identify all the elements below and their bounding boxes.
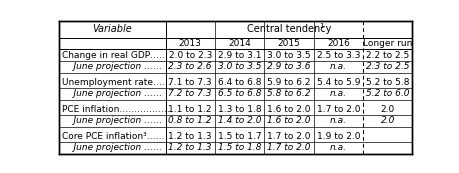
Text: 2.2 to 2.5: 2.2 to 2.5	[366, 51, 409, 60]
Text: 6.4 to 6.8: 6.4 to 6.8	[218, 78, 261, 87]
Text: 2.0: 2.0	[381, 105, 395, 114]
Text: June projection ……: June projection ……	[62, 143, 162, 152]
Text: 2.3 to 2.6: 2.3 to 2.6	[168, 62, 212, 71]
Text: 1.2 to 1.3: 1.2 to 1.3	[168, 143, 212, 152]
Text: 2.0 to 2.3: 2.0 to 2.3	[168, 51, 212, 60]
Text: 1.7 to 2.0: 1.7 to 2.0	[267, 143, 311, 152]
Text: 5.4 to 5.9: 5.4 to 5.9	[317, 78, 360, 87]
Text: Variable: Variable	[92, 24, 132, 34]
Text: June projection ……: June projection ……	[62, 116, 162, 125]
Text: 1.5 to 1.7: 1.5 to 1.7	[218, 132, 261, 141]
Text: 2.9 to 3.1: 2.9 to 3.1	[218, 51, 261, 60]
Text: 1.3 to 1.8: 1.3 to 1.8	[218, 105, 261, 114]
Text: Change in real GDP……: Change in real GDP……	[62, 51, 168, 60]
Text: n.a.: n.a.	[330, 62, 347, 71]
Text: June projection ……: June projection ……	[62, 89, 162, 98]
Text: 1.1 to 1.2: 1.1 to 1.2	[168, 105, 212, 114]
Text: 6.5 to 6.8: 6.5 to 6.8	[218, 89, 261, 98]
Text: Unemployment rate……: Unemployment rate……	[62, 78, 171, 87]
Text: 5.8 to 6.2: 5.8 to 6.2	[267, 89, 311, 98]
Text: 2015: 2015	[278, 39, 300, 48]
Text: 2.5 to 3.3: 2.5 to 3.3	[317, 51, 360, 60]
Text: 1.4 to 2.0: 1.4 to 2.0	[218, 116, 261, 125]
Text: 2.3 to 2.5: 2.3 to 2.5	[366, 62, 409, 71]
Text: 1.9 to 2.0: 1.9 to 2.0	[317, 132, 360, 141]
Text: 7.1 to 7.3: 7.1 to 7.3	[168, 78, 212, 87]
Text: n.a.: n.a.	[330, 116, 347, 125]
Text: 1.7 to 2.0: 1.7 to 2.0	[267, 132, 311, 141]
Text: n.a.: n.a.	[330, 89, 347, 98]
Text: 7.2 to 7.3: 7.2 to 7.3	[168, 89, 212, 98]
Text: PCE inflation………………: PCE inflation………………	[62, 105, 173, 114]
Text: 1.2 to 1.3: 1.2 to 1.3	[168, 132, 212, 141]
Text: 1.5 to 1.8: 1.5 to 1.8	[218, 143, 261, 152]
Text: 0.8 to 1.2: 0.8 to 1.2	[168, 116, 212, 125]
Text: 2013: 2013	[179, 39, 202, 48]
Text: 1.7 to 2.0: 1.7 to 2.0	[317, 105, 360, 114]
Text: Core PCE inflation³……: Core PCE inflation³……	[62, 132, 164, 141]
Text: 2014: 2014	[228, 39, 251, 48]
Text: 5.2 to 5.8: 5.2 to 5.8	[366, 78, 409, 87]
Text: 5.2 to 6.0: 5.2 to 6.0	[366, 89, 409, 98]
Text: Central tendency: Central tendency	[247, 24, 331, 34]
Text: June projection ……: June projection ……	[62, 62, 162, 71]
Text: 2.9 to 3.6: 2.9 to 3.6	[267, 62, 311, 71]
Text: n.a.: n.a.	[330, 143, 347, 152]
Text: 2016: 2016	[327, 39, 350, 48]
Text: 5.9 to 6.2: 5.9 to 6.2	[267, 78, 311, 87]
Text: 3.0 to 3.5: 3.0 to 3.5	[267, 51, 311, 60]
Text: 2.0: 2.0	[381, 116, 395, 125]
Text: 1.6 to 2.0: 1.6 to 2.0	[267, 105, 311, 114]
Text: 3.0 to 3.5: 3.0 to 3.5	[218, 62, 261, 71]
Text: Longer run: Longer run	[363, 39, 412, 48]
Text: 1: 1	[319, 23, 324, 29]
Text: 1.6 to 2.0: 1.6 to 2.0	[267, 116, 311, 125]
